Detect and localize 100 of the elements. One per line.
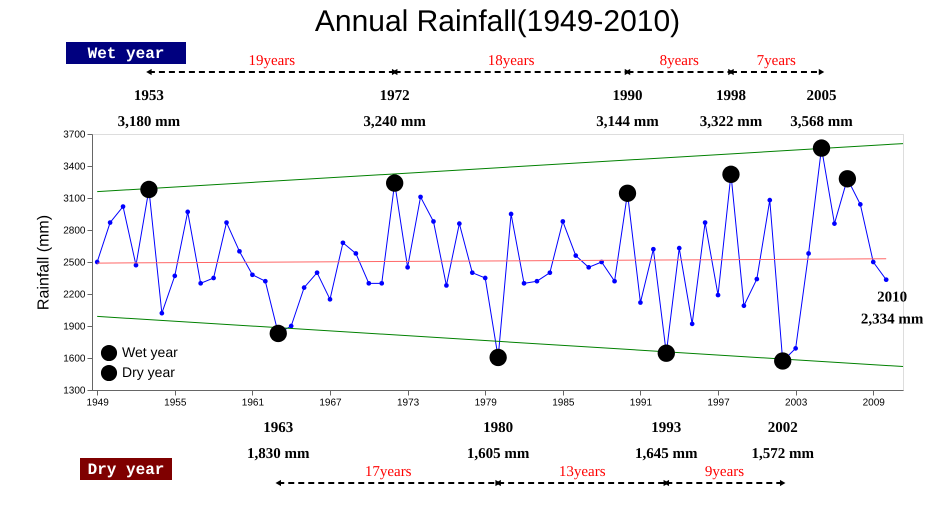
y-tick-label: 3100 <box>63 194 86 204</box>
text: 1980 1,605 mm <box>466 420 530 462</box>
text: 1972 3,240 mm <box>363 88 426 130</box>
point <box>742 303 746 308</box>
point <box>211 276 216 280</box>
text: Wet year <box>88 45 164 63</box>
y-tick-label: 1900 <box>63 322 86 332</box>
point <box>198 280 203 286</box>
point <box>120 204 126 209</box>
text: 17years <box>364 464 412 480</box>
text: Dry year <box>88 461 164 479</box>
point <box>676 246 682 250</box>
point <box>340 240 346 246</box>
point <box>838 170 856 188</box>
x-tick-label: 2003 <box>785 398 808 408</box>
point <box>444 283 449 288</box>
point <box>250 272 255 278</box>
text: 1990 3,144 mm <box>596 88 660 130</box>
point <box>457 221 462 226</box>
x-tick-label: 1979 <box>474 398 498 408</box>
point <box>573 253 578 258</box>
point <box>884 277 889 282</box>
point <box>870 260 876 264</box>
x-tick-label: 1949 <box>86 398 110 408</box>
text: 1953 3,180 mm <box>118 88 181 130</box>
point <box>508 212 514 216</box>
point <box>418 194 423 200</box>
chart-title: Annual Rainfall(1949-2010) <box>314 5 680 38</box>
text: 19years <box>248 53 296 69</box>
point <box>754 276 760 282</box>
y-tick-label: 2200 <box>63 290 86 300</box>
y-tick-label: 3400 <box>63 162 86 172</box>
point <box>237 248 242 254</box>
text: 1993 1,645 mm <box>635 420 698 462</box>
text: 1998 3,322 mm <box>700 88 763 130</box>
point <box>858 202 863 207</box>
x-tick-label: 1991 <box>630 398 652 408</box>
point <box>160 310 164 316</box>
point <box>702 220 708 225</box>
point <box>314 270 320 276</box>
x-tick-label: 1961 <box>242 398 264 408</box>
point <box>618 184 636 202</box>
point <box>560 219 566 224</box>
point <box>270 324 287 342</box>
legend-label: Wet year <box>122 344 178 360</box>
text: 13years <box>558 464 606 480</box>
point <box>690 322 695 326</box>
point <box>638 300 643 305</box>
point <box>386 174 404 192</box>
point <box>288 324 294 328</box>
y-tick-label: 1600 <box>63 354 86 364</box>
point <box>522 280 526 286</box>
text: 18years <box>488 53 535 69</box>
point <box>482 276 488 280</box>
point <box>405 264 410 270</box>
y-axis-title: Rainfall (mm) <box>35 214 52 310</box>
text: 1963 1,830 mm <box>247 420 310 462</box>
point <box>832 221 837 226</box>
x-tick-label: 1985 <box>552 398 575 408</box>
point <box>185 210 190 214</box>
text: 2002 1,572 mm <box>751 420 814 462</box>
text: 2005 3,568 mm <box>790 88 854 130</box>
text: 8years <box>660 53 699 69</box>
x-tick-label: 1973 <box>396 398 420 408</box>
y-tick-label: 2500 <box>63 258 86 268</box>
point <box>716 292 720 298</box>
point <box>224 220 229 225</box>
point <box>172 274 178 278</box>
point <box>586 264 592 270</box>
point <box>651 246 656 252</box>
point <box>354 251 358 256</box>
point <box>366 280 372 286</box>
legend-label: Dry year <box>122 364 176 380</box>
x-tick-label: 1967 <box>319 398 342 408</box>
point <box>302 285 306 290</box>
point <box>328 296 332 302</box>
point <box>431 219 436 224</box>
x-tick-label: 1955 <box>164 398 187 408</box>
point <box>658 344 675 362</box>
x-tick-label: 2009 <box>862 398 886 408</box>
y-tick-label: 1300 <box>63 386 86 396</box>
point <box>140 180 158 198</box>
point <box>548 270 552 276</box>
text: 9years <box>704 464 744 480</box>
point <box>379 280 384 286</box>
point <box>812 139 830 157</box>
x-tick-label: 1997 <box>707 398 730 408</box>
point <box>767 198 772 202</box>
point <box>489 348 507 366</box>
y-tick-label: 2800 <box>63 226 86 236</box>
point <box>806 251 811 256</box>
y-tick-label: 3700 <box>63 130 86 140</box>
point <box>262 278 268 284</box>
point <box>612 278 617 284</box>
text: 7years <box>756 53 796 69</box>
point <box>470 270 475 276</box>
point <box>793 346 798 351</box>
point <box>108 220 112 225</box>
point <box>134 262 138 268</box>
point <box>534 278 540 284</box>
